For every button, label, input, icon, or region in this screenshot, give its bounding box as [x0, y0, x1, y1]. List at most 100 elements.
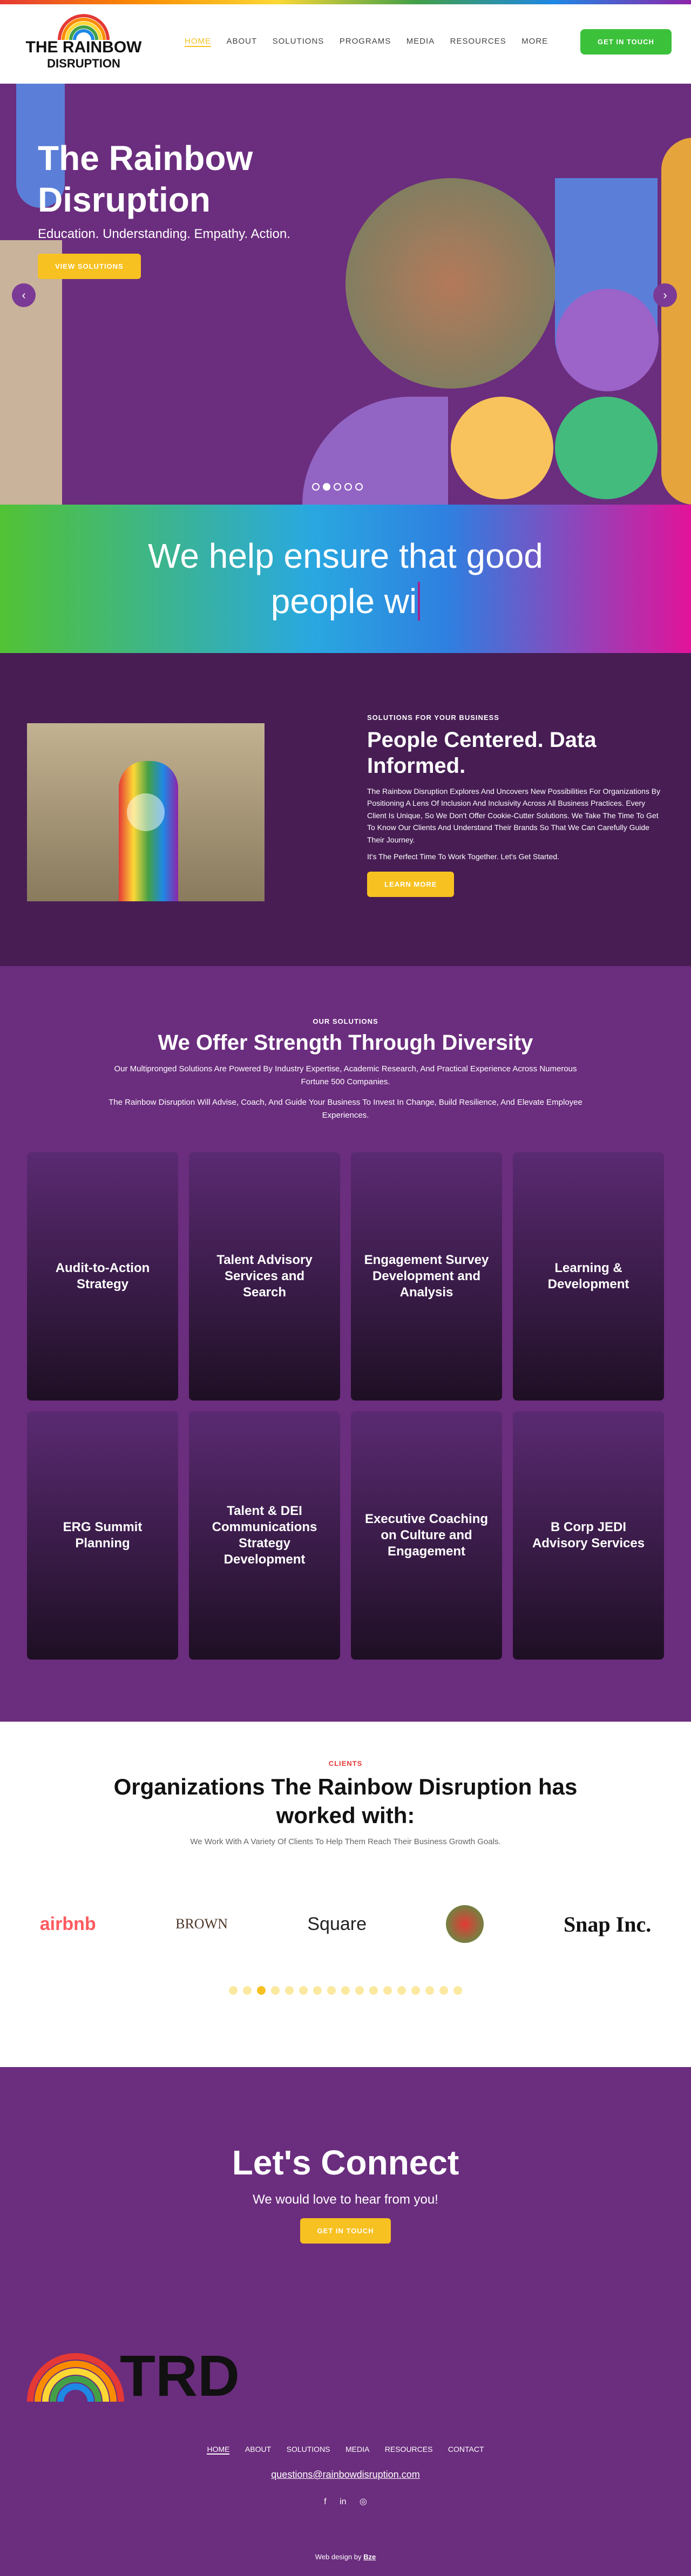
- typed-text: We help ensure that good people wi: [148, 536, 543, 621]
- dot[interactable]: [243, 1986, 252, 1995]
- connect-section: Let's Connect We would love to hear from…: [0, 2067, 691, 2315]
- learn-more-button[interactable]: LEARN MORE: [367, 871, 455, 897]
- hero-subtitle: Education. Understanding. Empathy. Actio…: [38, 227, 290, 241]
- logo[interactable]: THE RAINBOW DISRUPTION: [16, 13, 151, 71]
- nav-link[interactable]: SOLUTIONS: [272, 37, 324, 46]
- nav-link[interactable]: RESOURCES: [450, 37, 506, 46]
- video-thumbnail[interactable]: [27, 723, 265, 901]
- dot[interactable]: [327, 1986, 336, 1995]
- solutions-title: We Offer Strength Through Diversity: [158, 1031, 533, 1055]
- client-logo: [446, 1905, 484, 1943]
- paragraph: The Rainbow Disruption Explores And Unco…: [367, 787, 661, 844]
- client-logo: airbnb: [39, 1913, 96, 1934]
- dot[interactable]: [299, 1986, 308, 1995]
- paragraph: The Rainbow Disruption Will Advise, Coac…: [109, 1098, 582, 1120]
- client-logo: Snap Inc.: [563, 1912, 652, 1936]
- footer-rainbow: [27, 2353, 124, 2402]
- intro-text: SOLUTIONS FOR YOUR BUSINESS People Cente…: [367, 713, 664, 897]
- dot[interactable]: [323, 483, 330, 491]
- nav-link[interactable]: PROGRAMS: [339, 37, 391, 46]
- dot[interactable]: [285, 1986, 294, 1995]
- connect-button[interactable]: GET IN TOUCH: [300, 2218, 391, 2244]
- photo: [661, 138, 691, 505]
- nav-link[interactable]: MEDIA: [406, 37, 435, 46]
- footer-link[interactable]: HOME: [207, 2445, 230, 2455]
- dot[interactable]: [369, 1986, 378, 1995]
- cursor: [418, 581, 421, 621]
- dot[interactable]: [411, 1986, 420, 1995]
- dot[interactable]: [271, 1986, 280, 1995]
- credit-text: Web design by: [315, 2553, 362, 2561]
- dot[interactable]: [355, 1986, 364, 1995]
- dot[interactable]: [425, 1986, 434, 1995]
- dot[interactable]: [383, 1986, 392, 1995]
- eyebrow: SOLUTIONS FOR YOUR BUSINESS: [367, 713, 499, 722]
- dot[interactable]: [334, 483, 341, 491]
- paragraph: Our Multipronged Solutions Are Powered B…: [114, 1064, 577, 1086]
- cta-button[interactable]: GET IN TOUCH: [580, 29, 672, 55]
- video-person: [119, 761, 178, 901]
- connect-text: We would love to hear from you!: [253, 2192, 438, 2207]
- credit-brand[interactable]: Bze: [363, 2553, 376, 2561]
- hero-photo: [346, 178, 556, 389]
- solution-card[interactable]: B Corp JEDI Advisory Services: [513, 1411, 664, 1660]
- dot[interactable]: [344, 483, 352, 491]
- dot[interactable]: [355, 483, 363, 491]
- linkedin-icon[interactable]: in: [340, 2497, 347, 2506]
- carousel-dots: [0, 1986, 691, 1997]
- clients-title: Organizations The Rainbow Disruption has…: [113, 1774, 578, 1828]
- dot[interactable]: [341, 1986, 350, 1995]
- footer-logo: TRD: [27, 2346, 240, 2404]
- solution-card[interactable]: Executive Coaching on Culture and Engage…: [351, 1411, 502, 1660]
- solution-card[interactable]: Talent & DEI Communications Strategy Dev…: [189, 1411, 340, 1660]
- solution-card[interactable]: Audit-to-Action Strategy: [27, 1152, 178, 1401]
- logo-rainbow: [58, 14, 110, 40]
- dot[interactable]: [257, 1986, 266, 1995]
- hero-button[interactable]: VIEW SOLUTIONS: [38, 254, 141, 279]
- footer-link[interactable]: ABOUT: [245, 2445, 272, 2453]
- nav-link[interactable]: ABOUT: [226, 37, 258, 46]
- facebook-icon[interactable]: f: [324, 2497, 327, 2506]
- client-logo: BROWN: [175, 1916, 228, 1932]
- footer-link[interactable]: SOLUTIONS: [286, 2445, 330, 2453]
- footer-link[interactable]: CONTACT: [448, 2445, 484, 2453]
- dot[interactable]: [312, 483, 320, 491]
- nav: HOME ABOUT SOLUTIONS PROGRAMS MEDIA RESO…: [178, 37, 554, 47]
- solutions-section: OUR SOLUTIONS We Offer Strength Through …: [0, 966, 691, 1722]
- shape: [556, 289, 659, 391]
- logo-text: THE RAINBOW: [25, 38, 142, 56]
- intro-section: SOLUTIONS FOR YOUR BUSINESS People Cente…: [0, 653, 691, 966]
- intro-title: People Centered. Data Informed.: [367, 728, 597, 778]
- solutions-header: OUR SOLUTIONS We Offer Strength Through …: [103, 966, 588, 1122]
- hero: The Rainbow Disruption Education. Unders…: [0, 84, 691, 505]
- dot[interactable]: [229, 1986, 238, 1995]
- nav-link[interactable]: MORE: [521, 37, 548, 46]
- dot[interactable]: [313, 1986, 322, 1995]
- slider-dots: [310, 483, 364, 493]
- solution-card[interactable]: Talent Advisory Services and Search: [189, 1152, 340, 1401]
- shape: [451, 397, 553, 499]
- shape: [16, 84, 65, 208]
- solution-card[interactable]: Learning & Development: [513, 1152, 664, 1401]
- eyebrow: CLIENTS: [328, 1759, 363, 1768]
- dot[interactable]: [453, 1986, 462, 1995]
- footer-link[interactable]: MEDIA: [345, 2445, 370, 2453]
- rainbow-strip: [0, 0, 691, 4]
- typing-banner: We help ensure that good people wi: [0, 505, 691, 653]
- footer: TRD HOME ABOUT SOLUTIONS MEDIA RESOURCES…: [0, 2315, 691, 2576]
- footer-link[interactable]: RESOURCES: [384, 2445, 433, 2453]
- header: THE RAINBOW DISRUPTION HOME ABOUT SOLUTI…: [0, 0, 691, 84]
- dot[interactable]: [397, 1986, 406, 1995]
- instagram-icon[interactable]: ◎: [359, 2497, 367, 2506]
- dot[interactable]: [439, 1986, 448, 1995]
- play-button[interactable]: [127, 793, 165, 831]
- solution-card[interactable]: ERG Summit Planning: [27, 1411, 178, 1660]
- prev-arrow[interactable]: ‹: [12, 283, 36, 307]
- solution-card[interactable]: Engagement Survey Development and Analys…: [351, 1152, 502, 1401]
- footer-email[interactable]: questions@rainbowdisruption.com: [271, 2469, 420, 2480]
- next-arrow[interactable]: ›: [653, 283, 677, 307]
- logos: airbnb BROWN Square Snap Inc.: [0, 1905, 691, 1943]
- nav-link[interactable]: HOME: [185, 37, 211, 47]
